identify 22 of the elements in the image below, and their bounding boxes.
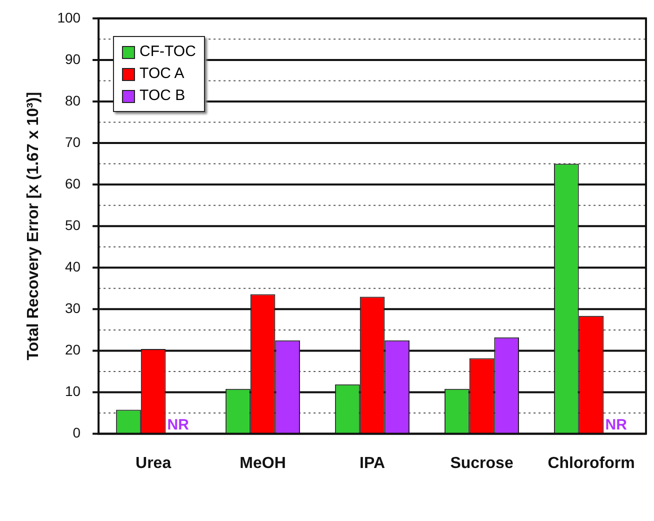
y-tick-label: 70 [64, 134, 81, 150]
y-axis-title: Total Recovery Error [x (1.67 x 10³)] [25, 92, 42, 360]
y-tick-label: 0 [72, 424, 81, 441]
legend-label: TOC A [140, 64, 184, 84]
y-tick-label: 50 [64, 216, 81, 233]
x-tick-label: Chloroform [548, 454, 635, 472]
x-tick-label: Urea [136, 454, 172, 472]
y-tick-label: 60 [64, 175, 81, 192]
y-tick-label: 40 [64, 258, 81, 274]
text: NR [167, 416, 189, 434]
x-tick-label: MeOH [240, 454, 286, 472]
y-tick-label: 80 [64, 92, 81, 108]
legend-label: CF-TOC [140, 42, 196, 62]
x-tick-label: Sucrose [450, 454, 514, 472]
y-tick-label: 90 [64, 50, 81, 67]
y-tick-label: 20 [64, 342, 81, 358]
y-tick-label: 30 [64, 300, 81, 316]
y-tick-label: 10 [64, 383, 81, 400]
legend-label: TOC B [140, 86, 186, 106]
text: NR [605, 416, 627, 434]
y-tick-label: 100 [57, 9, 81, 26]
x-tick-label: IPA [360, 454, 386, 472]
